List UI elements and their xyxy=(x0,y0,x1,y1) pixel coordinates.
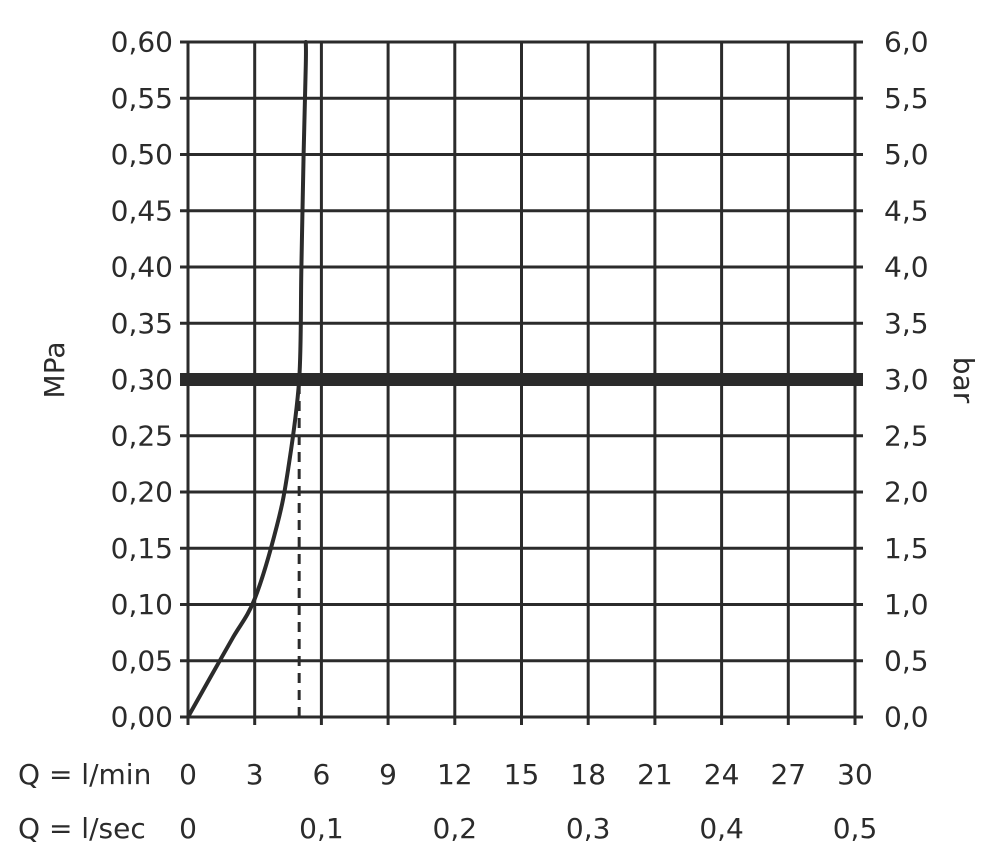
right-tick-label: 4,5 xyxy=(884,194,929,227)
left-tick-label: 0,60 xyxy=(111,26,173,59)
x-tick-label-lmin: 27 xyxy=(770,758,806,791)
right-tick-label: 0,5 xyxy=(884,644,929,677)
left-tick-label: 0,10 xyxy=(111,588,173,621)
right-tick-label: 1,5 xyxy=(884,532,929,565)
x-tick-label-lmin: 15 xyxy=(504,758,540,791)
x-tick-label-lsec: 0,4 xyxy=(699,812,744,845)
left-tick-label: 0,50 xyxy=(111,138,173,171)
flow-curve xyxy=(186,40,308,719)
right-tick-label: 6,0 xyxy=(884,26,929,59)
x-tick-label-lsec: 0 xyxy=(179,812,197,845)
right-tick-label: 0,0 xyxy=(884,701,929,734)
x-tick-label-lmin: 30 xyxy=(837,758,873,791)
left-tick-label: 0,05 xyxy=(111,644,173,677)
tick-labels: 0,00 0,00,05 0,50,10 1,00,15 1,50,20 2,00,25 2… xyxy=(111,26,929,846)
right-tick-label: 3,0 xyxy=(884,363,929,396)
x-tick-label-lsec: 0,2 xyxy=(433,812,478,845)
x-tick-label-lmin: 12 xyxy=(437,758,473,791)
right-tick-label: 5,0 xyxy=(884,138,929,171)
left-tick-label: 0,40 xyxy=(111,251,173,284)
x-tick-label-lmin: 24 xyxy=(704,758,740,791)
x-tick-label-lmin: 21 xyxy=(637,758,673,791)
x-axis-lsec-title: Q = l/sec xyxy=(18,812,146,845)
left-tick-label: 0,30 xyxy=(111,363,173,396)
x-tick-label-lsec: 0,5 xyxy=(833,812,878,845)
left-tick-label: 0,55 xyxy=(111,82,173,115)
left-axis-title: MPa xyxy=(38,342,71,399)
x-tick-label-lmin: 0 xyxy=(179,758,197,791)
right-tick-label: 2,5 xyxy=(884,419,929,452)
right-tick-label: 4,0 xyxy=(884,251,929,284)
right-tick-label: 3,5 xyxy=(884,307,929,340)
x-tick-label-lmin: 6 xyxy=(312,758,330,791)
x-tick-label-lsec: 0,3 xyxy=(566,812,611,845)
x-axis-lmin-title: Q = l/min xyxy=(18,758,151,791)
right-tick-label: 1,0 xyxy=(884,588,929,621)
left-tick-label: 0,15 xyxy=(111,532,173,565)
x-tick-label-lmin: 18 xyxy=(570,758,606,791)
left-tick-label: 0,00 xyxy=(111,701,173,734)
left-tick-label: 0,35 xyxy=(111,307,173,340)
reference-lines xyxy=(180,373,863,717)
x-tick-label-lmin: 3 xyxy=(246,758,264,791)
left-tick-label: 0,20 xyxy=(111,476,173,509)
right-axis-title: bar xyxy=(947,357,980,404)
x-tick-label-lmin: 9 xyxy=(379,758,397,791)
left-tick-label: 0,45 xyxy=(111,194,173,227)
series-layer xyxy=(186,40,308,719)
right-tick-label: 5,5 xyxy=(884,82,929,115)
left-tick-label: 0,25 xyxy=(111,419,173,452)
x-tick-label-lsec: 0,1 xyxy=(299,812,344,845)
right-tick-label: 2,0 xyxy=(884,476,929,509)
